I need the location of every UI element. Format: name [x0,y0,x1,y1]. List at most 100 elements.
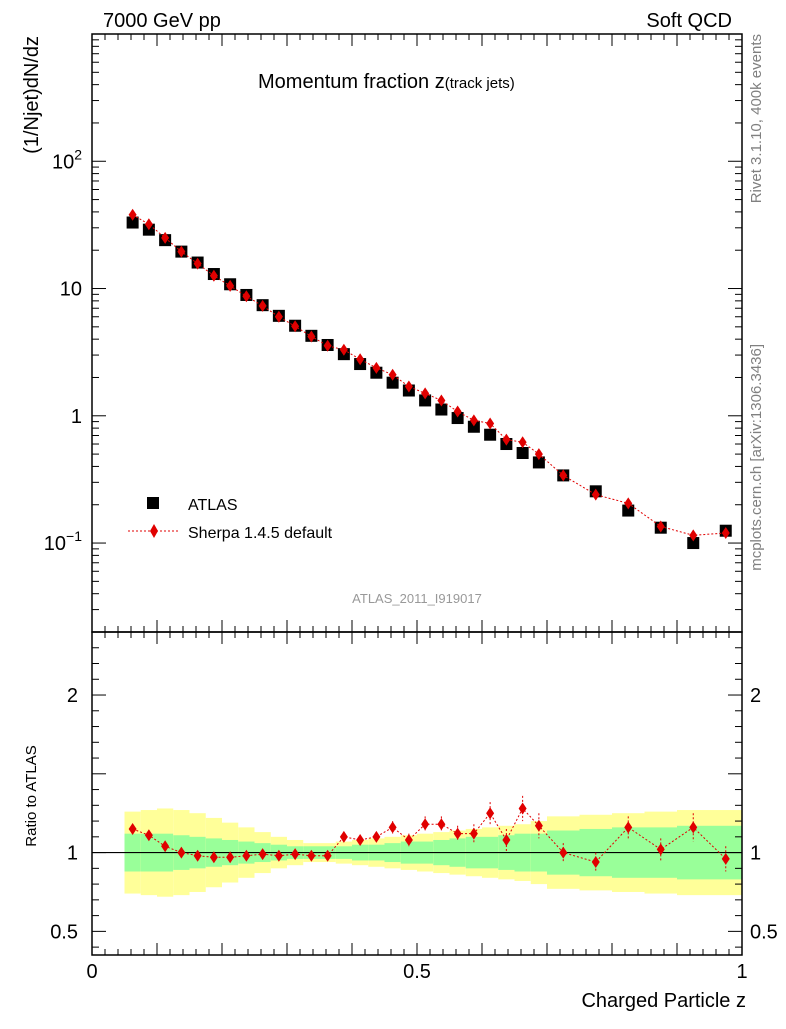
atlas-data-point [451,412,464,425]
ratio-y-tick-label-left: 1 [67,843,78,865]
sherpa-ratio-point [274,849,283,862]
sherpa-ratio-point [388,821,397,834]
sherpa-ratio-point [177,846,186,859]
sherpa-data-point [559,469,568,482]
sherpa-ratio-point [518,802,527,815]
sherpa-ratio-point [193,849,202,862]
mcplots-reference-label: mcplots.cern.ch [arXiv:1306.3436] [748,344,765,571]
header-energy-label: 7000 GeV pp [103,10,221,32]
plot-title: Momentum fraction z(track jets) [258,71,515,93]
sherpa-data-point [307,330,316,343]
main-y-tick-label: 102 [52,146,82,173]
atlas-data-point [435,403,448,416]
main-y-tick-label: 10 [60,279,82,301]
sherpa-data-point [591,488,600,501]
sherpa-data-point [437,394,446,407]
sherpa-ratio-point [469,827,478,840]
atlas-data-point [467,420,480,433]
x-axis-label: Charged Particle z [581,990,746,1012]
sherpa-ratio-point [624,821,633,834]
legend-sherpa-marker [150,524,158,538]
atlas-data-point [687,537,700,550]
atlas-data-point [622,504,635,517]
atlas-data-point [532,456,545,469]
sherpa-ratio-point [161,840,170,853]
sherpa-data-point [209,269,218,282]
sherpa-ratio-point [421,818,430,831]
sherpa-ratio-point [689,821,698,834]
sherpa-ratio-point [307,849,316,862]
sherpa-data-point [242,290,251,303]
atlas-data-point [386,376,399,389]
ratio-y-tick-label-right: 0.5 [750,921,778,943]
rivet-version-label: Rivet 3.1.10, 400k events [748,34,765,203]
sherpa-ratio-point [339,830,348,843]
main-y-tick-base: 10 [60,279,82,301]
sherpa-data-point [291,320,300,333]
sherpa-data-point [469,414,478,427]
main-y-tick-base: 10 [52,151,74,173]
sherpa-ratio-point [486,807,495,820]
sherpa-data-point [258,299,267,312]
x-tick-label: 0 [86,961,97,983]
x-tick-label: 0.5 [403,961,431,983]
ratio-y-axis-label: Ratio to ATLAS [23,745,40,846]
sherpa-data-point [339,343,348,356]
sherpa-ratio-point [209,851,218,864]
legend: ATLAS Sherpa 1.4.5 default [128,497,333,542]
sherpa-data-point [518,436,527,449]
sherpa-ratio-point [404,833,413,846]
ratio-y-tick-label-right: 2 [750,685,761,707]
sherpa-ratio-point [453,827,462,840]
ratio-y-tick-label-left: 2 [67,685,78,707]
ratio-plot-frame [91,631,743,956]
sherpa-ratio-line [132,807,727,863]
header-process-label: Soft QCD [646,10,732,32]
atlas-data-point [484,428,497,441]
atlas-data-point [126,216,139,229]
sherpa-data-point [534,448,543,461]
ratio-band-layer [92,808,742,897]
sherpa-ratio-point [128,822,137,835]
sherpa-ratio-point [242,849,251,862]
sherpa-data-point [323,339,332,352]
sherpa-ratio-point [502,833,511,846]
sherpa-data-point [624,497,633,510]
sherpa-ratio-point [291,848,300,861]
sherpa-ratio-point [656,843,665,856]
sherpa-ratio-point [226,851,235,864]
main-y-tick-label: 1 [71,406,82,428]
analysis-watermark: ATLAS_2011_I919017 [352,591,482,606]
sherpa-data-point [656,520,665,533]
sherpa-data-point [421,387,430,400]
sherpa-data-point [372,361,381,374]
legend-atlas-marker [147,497,159,509]
legend-sherpa-label: Sherpa 1.4.5 default [188,525,333,542]
sherpa-data-point [226,279,235,292]
atlas-data-point [516,447,529,460]
sherpa-ratio-point [144,829,153,842]
sherpa-data-point [388,368,397,381]
x-tick-label: 1 [736,961,747,983]
sherpa-data-point [161,231,170,244]
main-marks-layer [126,208,732,550]
sherpa-data-point [453,405,462,418]
sherpa-data-point [274,310,283,323]
sherpa-ratio-point [559,846,568,859]
sherpa-ratio-point [258,848,267,861]
plot-title-main: Momentum fraction z [258,71,445,93]
atlas-data-point [419,394,432,407]
sherpa-ratio-point [721,852,730,865]
sherpa-ratio-point [591,856,600,869]
main-y-tick-base: 1 [71,406,82,428]
ratio-y-tick-label-left: 0.5 [50,921,78,943]
sherpa-data-point [486,417,495,430]
main-plot-frame [91,33,743,633]
sherpa-data-point [356,353,365,366]
sherpa-ratio-point [323,849,332,862]
sherpa-ratio-point [437,818,446,831]
plot-title-sub: (track jets) [445,75,515,92]
legend-atlas-label: ATLAS [188,497,238,514]
